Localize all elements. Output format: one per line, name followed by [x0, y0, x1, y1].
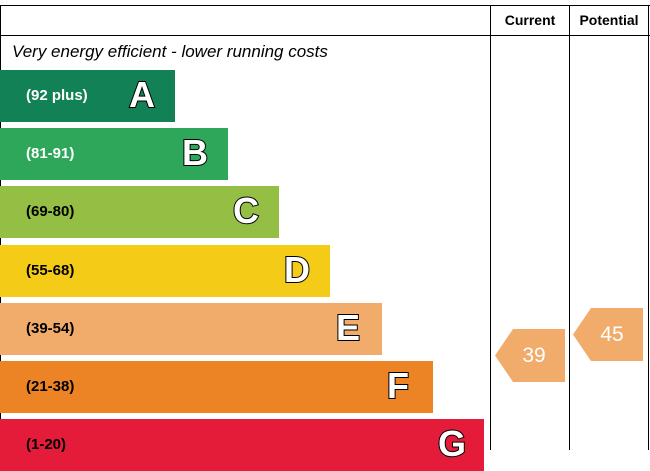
energy-rating-chart: Current Potential Very energy efficient …: [0, 5, 650, 471]
current-rating-arrow-value: 39: [522, 344, 546, 367]
potential-column-header: Potential: [579, 12, 639, 28]
efficiency-description: Very energy efficient - lower running co…: [12, 42, 328, 61]
band-d-range: (55-68): [26, 262, 75, 279]
band-b: (81-91) B: [0, 128, 228, 180]
band-f-letter: F: [386, 364, 410, 407]
right-border: [648, 5, 649, 450]
band-g-letter: G: [437, 422, 467, 465]
current-rating-arrow-shape: [495, 329, 565, 382]
band-e: (39-54) E: [0, 303, 382, 355]
potential-column-left-border: [569, 5, 570, 450]
band-b-range: (81-91): [26, 145, 75, 162]
band-a-range: (92 plus): [26, 87, 88, 104]
potential-rating-arrow-shape: [573, 308, 643, 361]
band-a-letter: A: [128, 73, 156, 116]
top-border: [0, 5, 650, 6]
band-f: (21-38) F: [0, 361, 433, 413]
band-g-range: (1-20): [26, 436, 67, 453]
current-column-left-border: [490, 5, 491, 450]
band-b-letter: B: [181, 131, 209, 174]
band-e-range: (39-54): [26, 320, 75, 337]
band-g: (1-20) G: [0, 419, 484, 471]
band-d: (55-68) D: [0, 245, 330, 297]
potential-rating-arrow-value: 45: [600, 323, 624, 346]
header-divider: [0, 35, 650, 36]
band-f-range: (21-38): [26, 378, 75, 395]
band-d-letter: D: [283, 248, 311, 291]
band-c-range: (69-80): [26, 203, 75, 220]
current-column-header: Current: [504, 12, 556, 28]
band-a: (92 plus) A: [0, 70, 175, 122]
current-rating-arrow-polygon: [495, 329, 565, 382]
potential-rating-arrow: 45: [573, 308, 643, 361]
potential-rating-arrow-polygon: [573, 308, 643, 361]
current-rating-arrow: 39: [495, 329, 565, 382]
band-c-letter: C: [232, 189, 260, 232]
band-c: (69-80) C: [0, 186, 279, 238]
band-e-letter: E: [335, 306, 361, 349]
